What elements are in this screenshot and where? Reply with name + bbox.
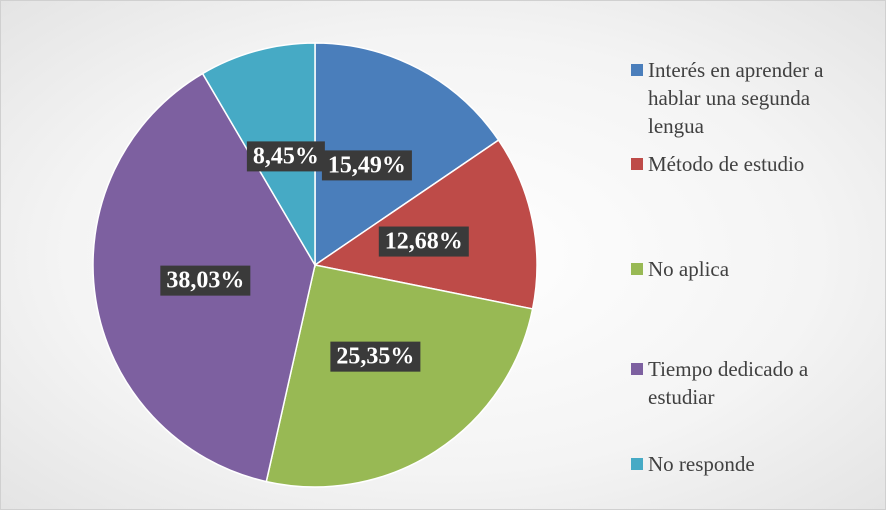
data-label-text: 25,35% [336, 344, 414, 370]
data-label: 38,03% [160, 265, 251, 296]
pie-slice [265, 264, 534, 488]
legend-item: Método de estudio [631, 150, 861, 178]
legend-label: Interés en aprender a hablar una segunda… [648, 58, 824, 138]
data-label-text: 15,49% [328, 152, 406, 178]
data-label-box [378, 226, 469, 257]
data-label: 12,68% [378, 226, 469, 257]
data-label-text: 8,45% [253, 143, 319, 169]
data-label: 25,35% [330, 341, 421, 372]
data-label-box [246, 141, 325, 172]
data-label-box [330, 341, 421, 372]
legend-swatch [631, 158, 643, 170]
data-label: 15,49% [321, 150, 412, 181]
data-label-text: 38,03% [166, 268, 244, 294]
legend-swatch [631, 363, 643, 375]
legend-item: Tiempo dedicado a estudiar [631, 355, 861, 411]
legend-item: Interés en aprender a hablar una segunda… [631, 56, 861, 140]
pie-slice [313, 139, 538, 310]
legend-swatch [631, 64, 643, 76]
data-label-text: 12,68% [385, 229, 463, 255]
data-label-box [160, 265, 251, 296]
legend-swatch [631, 458, 643, 470]
legend-item: No responde [631, 450, 861, 478]
data-label-box [321, 150, 412, 181]
legend-label: Método de estudio [648, 152, 805, 176]
data-label: 8,45% [246, 141, 325, 172]
legend-label: No responde [648, 452, 755, 476]
legend-item: No aplica [631, 255, 861, 283]
legend-label: Tiempo dedicado a estudiar [648, 357, 809, 409]
legend-label: No aplica [648, 257, 730, 281]
legend-swatch [631, 263, 643, 275]
